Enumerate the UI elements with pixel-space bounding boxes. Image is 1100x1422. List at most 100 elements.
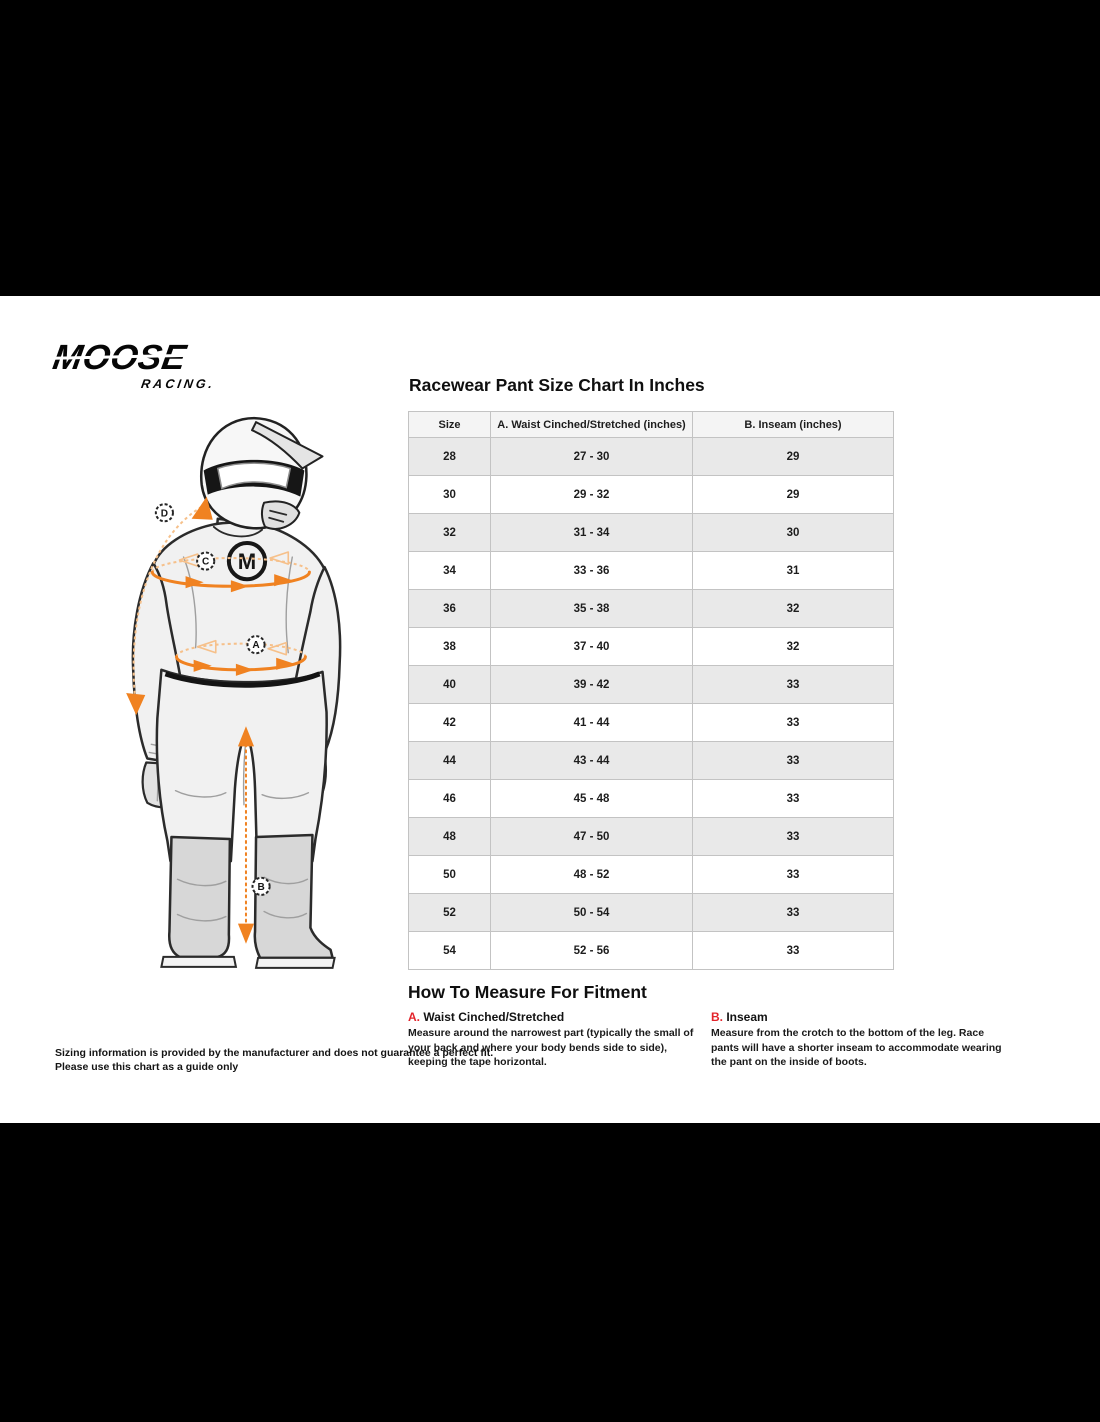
table-cell: 33: [692, 817, 894, 856]
table-row: 44 43 - 44 33: [408, 741, 894, 780]
inseam-measure-line: [237, 726, 255, 944]
table-cell: 33 - 36: [490, 551, 693, 590]
table-cell: 32: [692, 627, 894, 666]
table-cell: 46: [408, 779, 491, 818]
svg-text:A: A: [252, 640, 259, 651]
table-row: 46 45 - 48 33: [408, 779, 894, 818]
table-cell: 50 - 54: [490, 893, 693, 932]
table-cell: 50: [408, 855, 491, 894]
figure-label-c: C: [196, 551, 216, 571]
table-row: 28 27 - 30 29: [408, 437, 894, 476]
letterbox-bottom: [0, 1123, 1100, 1422]
table-row: 36 35 - 38 32: [408, 589, 894, 628]
table-row: 42 41 - 44 33: [408, 703, 894, 742]
table-cell: 31: [692, 551, 894, 590]
letterbox-top: [0, 0, 1100, 296]
table-cell: 29: [692, 437, 894, 476]
helmet-visor: [251, 421, 324, 470]
col-header-size: Size: [408, 411, 491, 438]
table-cell: 28: [408, 437, 491, 476]
table-row: 40 39 - 42 33: [408, 665, 894, 704]
table-cell: 42: [408, 703, 491, 742]
measure-section-waist: A. Waist Cinched/Stretched Measure aroun…: [408, 1010, 708, 1070]
disclaimer-line-1: Sizing information is provided by the ma…: [55, 1047, 494, 1059]
svg-text:B: B: [257, 882, 264, 893]
figure-label-a: A: [246, 635, 266, 655]
chest-measure-ellipse: [150, 551, 311, 593]
table-cell: 27 - 30: [490, 437, 693, 476]
measure-inseam-heading: B. Inseam: [711, 1010, 1009, 1024]
figure-label-d: D: [154, 503, 174, 523]
table-row: 38 37 - 40 32: [408, 627, 894, 666]
rider-illustration: M: [126, 416, 342, 969]
table-cell: 33: [692, 665, 894, 704]
table-row: 48 47 - 50 33: [408, 817, 894, 856]
figure-label-b: B: [251, 876, 271, 896]
disclaimer-line-2: Please use this chart as a guide only: [55, 1061, 239, 1074]
measure-waist-heading: A. Waist Cinched/Stretched: [408, 1010, 708, 1024]
table-cell: 33: [692, 741, 894, 780]
table-cell: 34: [408, 551, 491, 590]
table-cell: 33: [692, 703, 894, 742]
rider-helmet: [199, 416, 324, 530]
size-chart-title: Racewear Pant Size Chart In Inches: [409, 375, 705, 395]
helmet-chin-guard: [260, 500, 301, 530]
sizing-disclaimer: Sizing information is provided by the ma…: [55, 1046, 493, 1074]
table-cell: 44: [408, 741, 491, 780]
sleeve-measure-arc: [126, 496, 213, 716]
table-cell: 33: [692, 893, 894, 932]
table-cell: 47 - 50: [490, 817, 693, 856]
table-cell: 38: [408, 627, 491, 666]
table-cell: 43 - 44: [490, 741, 693, 780]
table-cell: 32: [692, 589, 894, 628]
table-cell: 30: [692, 513, 894, 552]
table-cell: 33: [692, 779, 894, 818]
how-to-measure-title: How To Measure For Fitment: [408, 982, 647, 1002]
jersey-moose-emblem: M: [226, 540, 268, 582]
table-cell: 33: [692, 931, 894, 970]
table-cell: 48 - 52: [490, 855, 693, 894]
measure-waist-body: Measure around the narrowest part (typic…: [408, 1027, 694, 1069]
table-cell: 37 - 40: [490, 627, 693, 666]
col-header-waist: A. Waist Cinched/Stretched (inches): [490, 411, 693, 438]
rider-waistband: [164, 671, 321, 688]
table-cell: 32: [408, 513, 491, 552]
waist-measure-ellipse: [174, 639, 307, 676]
measure-waist-heading-text: Waist Cinched/Stretched: [423, 1010, 565, 1024]
table-cell: 40: [408, 665, 491, 704]
table-cell: 45 - 48: [490, 779, 693, 818]
table-header-row: Size A. Waist Cinched/Stretched (inches)…: [408, 411, 894, 438]
table-cell: 29 - 32: [490, 475, 693, 514]
table-row: 30 29 - 32 29: [408, 475, 894, 514]
svg-text:C: C: [202, 557, 209, 568]
table-cell: 48: [408, 817, 491, 856]
table-row: 54 52 - 56 33: [408, 931, 894, 970]
measure-inseam-heading-text: Inseam: [726, 1010, 768, 1024]
table-cell: 54: [408, 931, 491, 970]
table-cell: 33: [692, 855, 894, 894]
measure-inseam-body: Measure from the crotch to the bottom of…: [711, 1027, 1002, 1069]
brand-logo: MOOSE RACING.: [46, 338, 226, 391]
table-row: 32 31 - 34 30: [408, 513, 894, 552]
table-row: 34 33 - 36 31: [408, 551, 894, 590]
size-chart-table: Size A. Waist Cinched/Stretched (inches)…: [408, 411, 894, 970]
svg-text:D: D: [161, 508, 168, 519]
table-row: 52 50 - 54 33: [408, 893, 894, 932]
rider-boots: [160, 833, 336, 969]
brand-logo-racing: RACING.: [140, 377, 217, 391]
table-cell: 30: [408, 475, 491, 514]
rider-pants: [155, 668, 328, 863]
table-cell: 39 - 42: [490, 665, 693, 704]
table-cell: 35 - 38: [490, 589, 693, 628]
jersey-emblem-letter: M: [238, 549, 256, 574]
col-header-inseam: B. Inseam (inches): [692, 411, 894, 438]
table-cell: 52 - 56: [490, 931, 693, 970]
table-row: 50 48 - 52 33: [408, 855, 894, 894]
table-cell: 41 - 44: [490, 703, 693, 742]
measure-inseam-label: B.: [711, 1010, 723, 1024]
table-cell: 29: [692, 475, 894, 514]
measure-section-inseam: B. Inseam Measure from the crotch to the…: [711, 1010, 1009, 1070]
measure-waist-label: A.: [408, 1010, 420, 1024]
table-cell: 31 - 34: [490, 513, 693, 552]
